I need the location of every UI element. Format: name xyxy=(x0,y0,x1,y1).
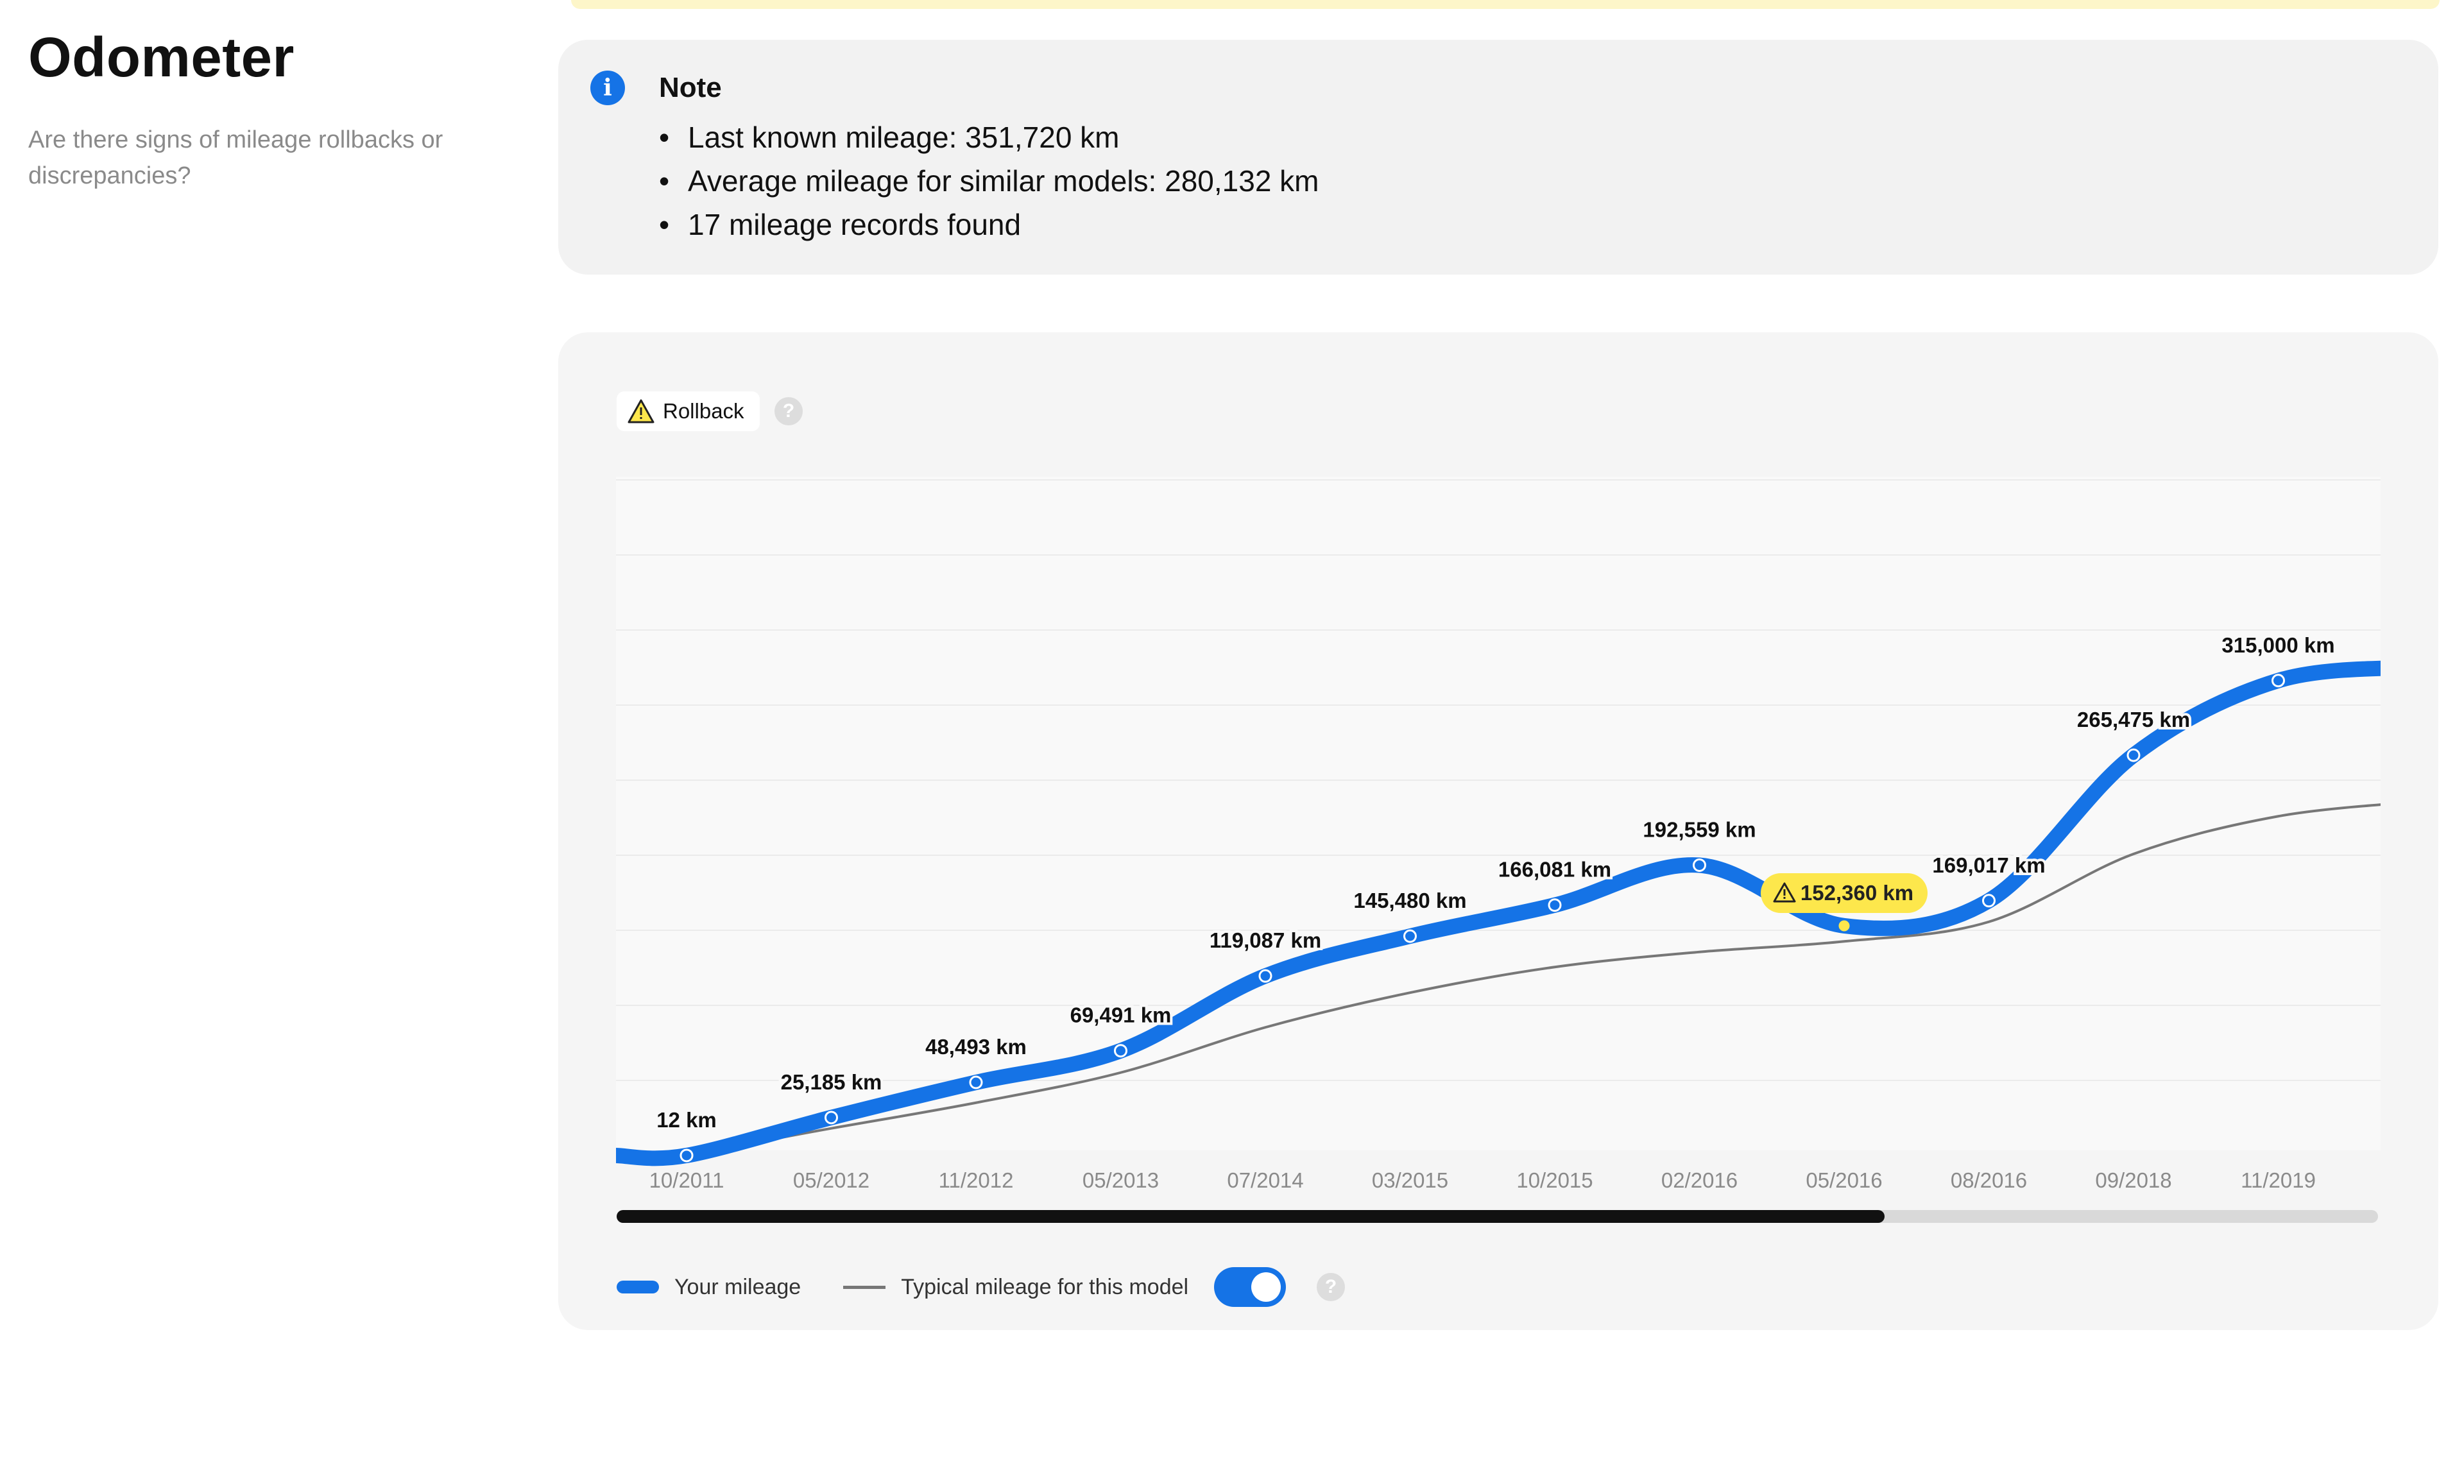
note-item-text: 17 mileage records found xyxy=(688,208,1022,241)
chart-scrollbar[interactable] xyxy=(617,1210,2378,1223)
rollback-data-point xyxy=(1836,918,1852,934)
data-label: 25,185 km xyxy=(781,1070,882,1094)
note-item: Average mileage for similar models: 280,… xyxy=(659,159,1319,203)
data-label: 69,491 km xyxy=(1070,1003,1172,1027)
legend-help-icon[interactable]: ? xyxy=(1317,1273,1346,1301)
rollback-value-badge: 152,360 km xyxy=(1761,873,1928,913)
x-tick-label: 07/2014 xyxy=(1227,1168,1303,1192)
data-label: 166,081 km xyxy=(1498,858,1611,882)
plot-area xyxy=(616,477,2381,1150)
page-title: Odometer xyxy=(28,26,295,89)
data-point xyxy=(2126,748,2141,762)
typical-mileage-line xyxy=(616,803,2381,1158)
x-tick-label: 03/2015 xyxy=(1372,1168,1448,1192)
data-point xyxy=(825,1111,838,1125)
note-item: 17 mileage records found xyxy=(659,203,1319,246)
chart-scrollbar-thumb[interactable] xyxy=(617,1210,1885,1223)
typical-mileage-swatch xyxy=(843,1285,886,1289)
data-point xyxy=(1258,969,1272,983)
legend-typical-mileage: Typical mileage for this model xyxy=(901,1274,1189,1299)
note-item-text: Average mileage for similar models: 280,… xyxy=(688,164,1319,198)
mileage-chart-card: Rollback ? 12 km 25,185 km 48,493 km 69,491… xyxy=(558,332,2438,1330)
data-point xyxy=(1982,894,1996,908)
data-point xyxy=(1403,929,1417,943)
rollback-label: Rollback xyxy=(663,399,744,423)
note-list: Last known mileage: 351,720 km Average m… xyxy=(659,115,1319,246)
warning-icon xyxy=(1773,882,1796,903)
data-point xyxy=(969,1075,983,1089)
x-tick-label: 02/2016 xyxy=(1661,1168,1738,1192)
data-label: 169,017 km xyxy=(1932,853,2045,877)
chart-legend: Your mileage Typical mileage for this mo… xyxy=(617,1261,1346,1313)
x-tick-label: 05/2012 xyxy=(793,1168,869,1192)
page-subtitle: Are there signs of mileage rollbacks or … xyxy=(28,126,443,189)
x-tick-label: 10/2015 xyxy=(1516,1168,1593,1192)
data-point xyxy=(1114,1044,1127,1058)
note-item: Last known mileage: 351,720 km xyxy=(659,115,1319,159)
data-label: 48,493 km xyxy=(925,1035,1027,1059)
data-label: 192,559 km xyxy=(1643,817,1756,841)
data-point xyxy=(680,1148,694,1163)
info-icon: i xyxy=(590,71,625,105)
data-label: 315,000 km xyxy=(2221,633,2334,657)
data-point xyxy=(2272,674,2285,688)
warning-icon xyxy=(628,399,654,423)
x-tick-label: 11/2019 xyxy=(2241,1168,2316,1192)
x-tick-label: 09/2018 xyxy=(2095,1168,2171,1192)
data-point xyxy=(1693,858,1706,872)
data-point xyxy=(1548,898,1562,912)
rollback-filter-chip[interactable]: Rollback xyxy=(617,391,760,431)
data-label: 119,087 km xyxy=(1210,928,1321,952)
toggle-knob xyxy=(1251,1272,1281,1302)
x-tick-label: 05/2013 xyxy=(1082,1168,1159,1192)
previous-section-banner xyxy=(571,0,2440,9)
x-tick-label: 08/2016 xyxy=(1951,1168,2027,1192)
note-item-text: Last known mileage: 351,720 km xyxy=(688,121,1120,154)
note-title: Note xyxy=(659,72,722,103)
x-tick-label: 10/2011 xyxy=(649,1168,724,1192)
data-label: 152,360 km xyxy=(1801,881,1913,905)
gridlines xyxy=(616,479,2381,1081)
your-mileage-line xyxy=(616,660,2381,1166)
your-mileage-swatch xyxy=(617,1281,659,1293)
data-label: 145,480 km xyxy=(1353,889,1466,912)
note-panel: i Note Last known mileage: 351,720 km Av… xyxy=(558,40,2438,275)
mileage-line-chart: 12 km 25,185 km 48,493 km 69,491 km 119,087 … xyxy=(616,477,2381,1192)
data-label: 12 km xyxy=(656,1108,717,1132)
rollback-help-icon[interactable]: ? xyxy=(774,397,803,425)
legend-your-mileage: Your mileage xyxy=(674,1274,801,1299)
x-tick-label: 05/2016 xyxy=(1806,1168,1882,1192)
typical-mileage-toggle[interactable] xyxy=(1214,1267,1287,1307)
x-tick-label: 11/2012 xyxy=(939,1168,1014,1192)
data-label: 265,475 km xyxy=(2077,708,2190,731)
